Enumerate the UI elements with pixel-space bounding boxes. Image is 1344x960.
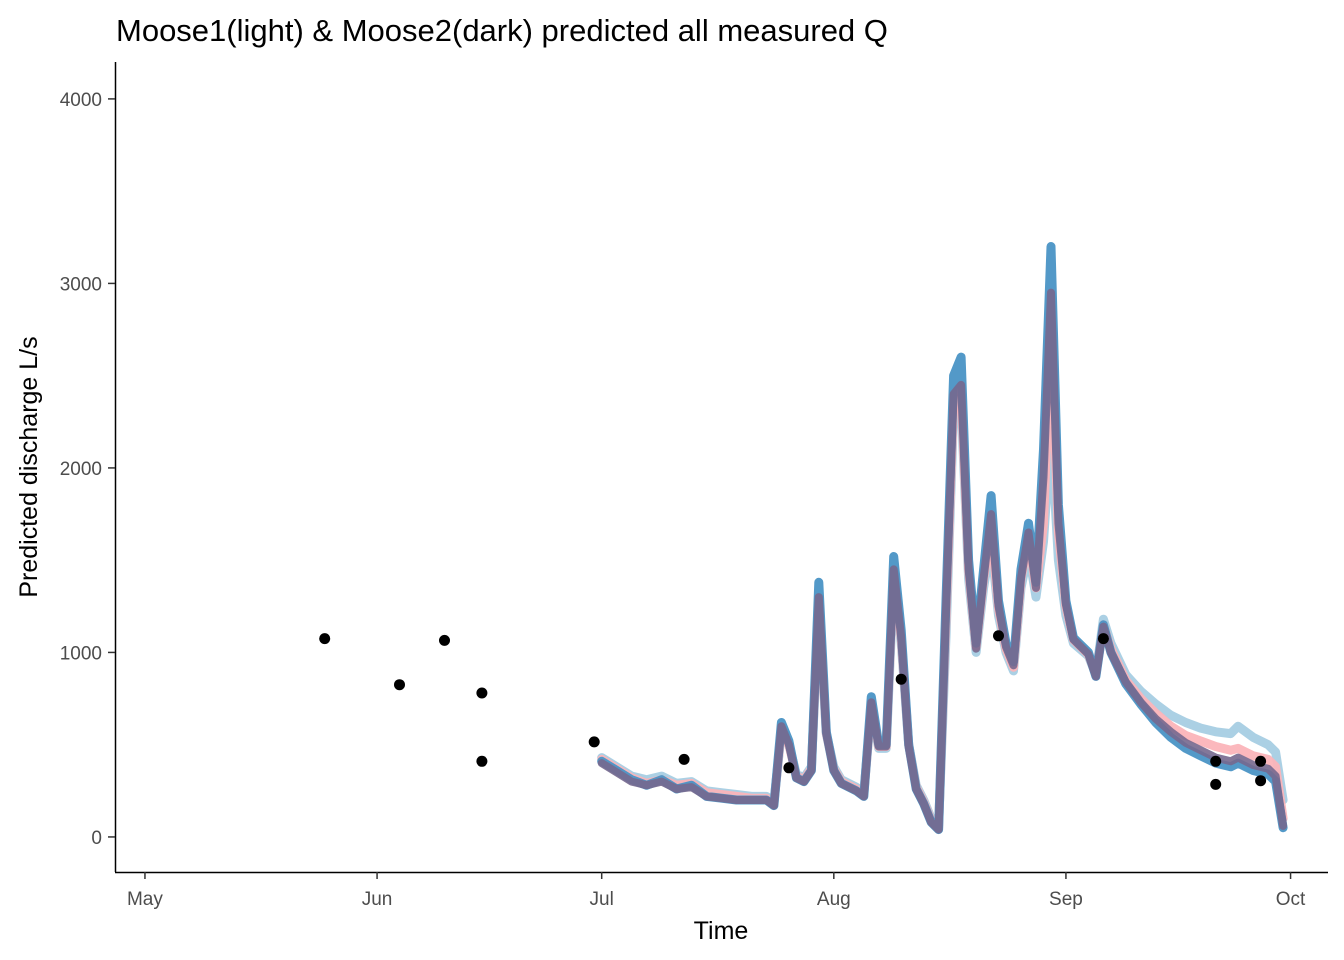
x-tick-label: May xyxy=(127,889,163,910)
chart-title: Moose1(light) & Moose2(dark) predicted a… xyxy=(116,13,888,48)
measured-point xyxy=(1210,755,1222,767)
measured-point xyxy=(895,673,907,685)
measured-point xyxy=(588,736,600,748)
measured-point xyxy=(1255,755,1267,767)
x-tick-label: Jul xyxy=(590,889,614,910)
y-tick-label: 3000 xyxy=(60,274,102,295)
y-tick-label: 4000 xyxy=(60,90,102,111)
y-tick-label: 1000 xyxy=(60,643,102,664)
series-line-4 xyxy=(597,288,1288,834)
x-tick-label: Oct xyxy=(1276,889,1306,910)
measured-point xyxy=(1210,778,1222,790)
measured-point xyxy=(439,634,450,646)
measured-point xyxy=(678,753,690,765)
measured-point xyxy=(993,630,1004,642)
x-axis-title: Time xyxy=(694,917,749,945)
measured-point xyxy=(783,762,795,774)
y-axis-title: Predicted discharge L/s xyxy=(15,336,43,597)
y-tick-label: 2000 xyxy=(60,459,102,480)
measured-points xyxy=(319,630,1267,790)
measured-point xyxy=(476,755,488,767)
x-axis-ticks: May Jun Jul Aug Sep Oct xyxy=(127,872,1306,910)
measured-point xyxy=(1097,633,1109,645)
x-tick-label: Jun xyxy=(362,889,393,910)
measured-point xyxy=(394,679,405,691)
measured-point xyxy=(319,633,331,645)
measured-point xyxy=(1255,775,1267,787)
x-tick-label: Aug xyxy=(817,889,851,910)
x-tick-label: Sep xyxy=(1049,889,1083,910)
measured-point xyxy=(476,687,488,699)
y-tick-label: 0 xyxy=(91,828,102,849)
y-axis-ticks: 0 1000 2000 3000 4000 xyxy=(60,90,115,849)
series-lines xyxy=(597,242,1288,835)
